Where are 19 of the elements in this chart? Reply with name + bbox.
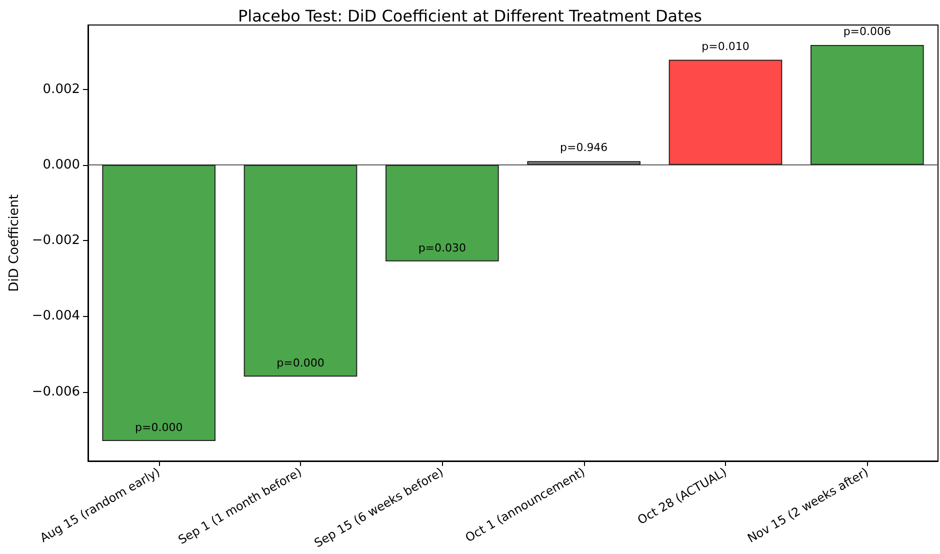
annotation: p=0.000	[276, 356, 324, 370]
y-tick-label: −0.002	[32, 233, 80, 248]
bar	[386, 164, 499, 262]
annotation: p=0.010	[702, 40, 750, 53]
bar	[527, 161, 641, 165]
bar	[102, 164, 216, 441]
y-tick-label: 0.000	[42, 157, 80, 172]
annotation: p=0.030	[418, 241, 466, 254]
bar	[810, 45, 924, 165]
y-tick-label: 0.002	[42, 82, 80, 97]
annotation: p=0.000	[134, 420, 183, 434]
annotation: p=0.946	[560, 141, 608, 154]
bar	[244, 164, 358, 377]
bar	[668, 60, 782, 165]
y-axis-title: DiD Coefficient	[7, 194, 22, 292]
annotation: p=0.006	[843, 25, 892, 38]
chart-title: Placebo Test: DiD Coefficient at Different Treatment Dates	[238, 6, 702, 26]
y-tick-label: −0.006	[32, 384, 80, 400]
y-tick-label: −0.004	[32, 308, 80, 324]
